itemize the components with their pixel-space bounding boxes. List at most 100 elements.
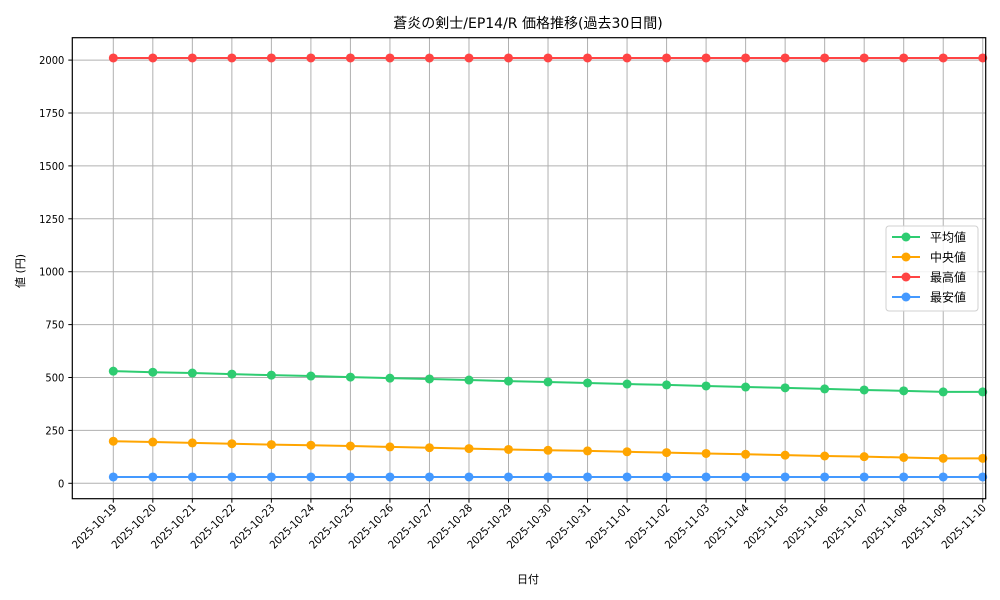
data-point bbox=[266, 53, 276, 63]
data-point bbox=[820, 451, 830, 461]
data-point bbox=[148, 437, 158, 447]
y-axis-ticks: 0 250 500 750 1000 1250 1500 1750 2000 bbox=[39, 54, 73, 490]
data-point bbox=[622, 53, 632, 63]
data-point bbox=[187, 368, 197, 378]
data-point bbox=[662, 448, 672, 458]
data-point bbox=[741, 53, 751, 63]
data-point bbox=[622, 472, 632, 482]
grid-lines bbox=[72, 37, 986, 499]
data-point bbox=[780, 450, 790, 460]
data-point bbox=[108, 366, 118, 376]
data-point bbox=[108, 472, 118, 482]
data-point bbox=[464, 472, 474, 482]
data-point bbox=[701, 381, 711, 391]
data-point bbox=[543, 53, 553, 63]
legend-label: 最安値 bbox=[930, 290, 966, 305]
data-point bbox=[385, 472, 395, 482]
data-point bbox=[345, 472, 355, 482]
data-point bbox=[187, 53, 197, 63]
data-point bbox=[424, 472, 434, 482]
data-point bbox=[859, 53, 869, 63]
legend-marker bbox=[901, 252, 911, 262]
y-tick-label: 1250 bbox=[39, 213, 64, 226]
data-series bbox=[108, 53, 988, 482]
data-point bbox=[345, 372, 355, 382]
data-point bbox=[266, 472, 276, 482]
data-point bbox=[820, 384, 830, 394]
data-point bbox=[583, 446, 593, 456]
y-tick-label: 2000 bbox=[39, 54, 64, 67]
data-point bbox=[306, 472, 316, 482]
y-axis-label: 値 (円) bbox=[14, 254, 27, 288]
data-point bbox=[978, 53, 988, 63]
data-point bbox=[899, 472, 909, 482]
data-point bbox=[938, 453, 948, 463]
legend-marker bbox=[901, 272, 911, 282]
data-point bbox=[266, 370, 276, 380]
y-tick-label: 250 bbox=[45, 424, 64, 437]
data-point bbox=[504, 444, 513, 454]
data-point bbox=[345, 53, 355, 63]
y-tick-label: 0 bbox=[58, 477, 64, 490]
x-axis-ticks: 2025-10-192025-10-202025-10-212025-10-22… bbox=[70, 498, 989, 551]
legend-marker bbox=[901, 292, 911, 302]
data-point bbox=[662, 472, 672, 482]
legend-marker bbox=[901, 232, 911, 242]
data-point bbox=[385, 53, 395, 63]
data-point bbox=[978, 472, 988, 482]
data-point bbox=[464, 375, 474, 385]
data-point bbox=[504, 472, 513, 482]
data-point bbox=[859, 385, 869, 395]
data-point bbox=[780, 53, 790, 63]
x-axis-label: 日付 bbox=[517, 573, 539, 586]
data-point bbox=[859, 472, 869, 482]
data-point bbox=[504, 376, 513, 386]
data-point bbox=[583, 378, 593, 388]
data-point bbox=[148, 472, 158, 482]
data-point bbox=[424, 53, 434, 63]
data-point bbox=[306, 371, 316, 381]
data-point bbox=[306, 440, 316, 450]
data-point bbox=[148, 53, 158, 63]
data-point bbox=[899, 452, 909, 462]
y-tick-label: 1500 bbox=[39, 160, 64, 173]
data-point bbox=[227, 439, 237, 449]
data-point bbox=[266, 440, 276, 450]
data-point bbox=[859, 452, 869, 462]
data-point bbox=[543, 445, 553, 455]
data-point bbox=[701, 472, 711, 482]
data-point bbox=[148, 367, 158, 377]
data-point bbox=[780, 383, 790, 393]
data-point bbox=[464, 444, 474, 454]
data-point bbox=[345, 441, 355, 451]
data-point bbox=[938, 53, 948, 63]
data-point bbox=[978, 453, 988, 463]
data-point bbox=[424, 374, 434, 384]
legend-box bbox=[885, 225, 979, 312]
data-point bbox=[701, 448, 711, 458]
data-point bbox=[385, 373, 395, 383]
plot-frame bbox=[71, 37, 987, 500]
legend-label: 平均値 bbox=[930, 230, 966, 245]
data-point bbox=[385, 442, 395, 452]
data-point bbox=[543, 472, 553, 482]
data-point bbox=[701, 53, 711, 63]
data-point bbox=[227, 472, 237, 482]
chart-title: 蒼炎の剣士/EP14/R 価格推移(過去30日間) bbox=[393, 16, 662, 32]
data-point bbox=[938, 387, 948, 397]
data-point bbox=[899, 53, 909, 63]
data-point bbox=[622, 379, 632, 389]
data-point bbox=[820, 53, 830, 63]
data-point bbox=[583, 472, 593, 482]
data-point bbox=[899, 386, 909, 396]
data-point bbox=[108, 53, 118, 63]
data-point bbox=[543, 377, 553, 387]
data-point bbox=[227, 53, 237, 63]
data-point bbox=[662, 380, 672, 390]
data-point bbox=[306, 53, 316, 63]
data-point bbox=[424, 443, 434, 453]
data-point bbox=[741, 382, 751, 392]
data-point bbox=[187, 472, 197, 482]
